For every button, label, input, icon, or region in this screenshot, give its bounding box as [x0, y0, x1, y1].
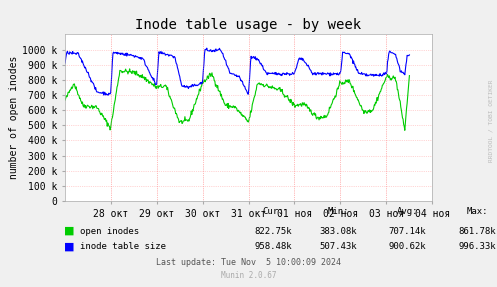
- Text: RRDTOOL / TOBI OETIKER: RRDTOOL / TOBI OETIKER: [489, 79, 494, 162]
- Text: Cur:: Cur:: [262, 207, 284, 216]
- Text: 958.48k: 958.48k: [254, 242, 292, 251]
- Text: inode table size: inode table size: [80, 242, 166, 251]
- Text: 861.78k: 861.78k: [458, 226, 496, 236]
- Text: Min:: Min:: [327, 207, 349, 216]
- Text: ■: ■: [64, 242, 75, 252]
- Text: 822.75k: 822.75k: [254, 226, 292, 236]
- Text: 900.62k: 900.62k: [389, 242, 426, 251]
- Title: Inode table usage - by week: Inode table usage - by week: [136, 18, 361, 32]
- Y-axis label: number of open inodes: number of open inodes: [9, 56, 19, 179]
- Text: 707.14k: 707.14k: [389, 226, 426, 236]
- Text: open inodes: open inodes: [80, 226, 139, 236]
- Text: 383.08k: 383.08k: [319, 226, 357, 236]
- Text: Max:: Max:: [466, 207, 488, 216]
- Text: ■: ■: [64, 226, 75, 236]
- Text: Avg:: Avg:: [397, 207, 418, 216]
- Text: Munin 2.0.67: Munin 2.0.67: [221, 271, 276, 280]
- Text: 996.33k: 996.33k: [458, 242, 496, 251]
- Text: 507.43k: 507.43k: [319, 242, 357, 251]
- Text: Last update: Tue Nov  5 10:00:09 2024: Last update: Tue Nov 5 10:00:09 2024: [156, 258, 341, 267]
